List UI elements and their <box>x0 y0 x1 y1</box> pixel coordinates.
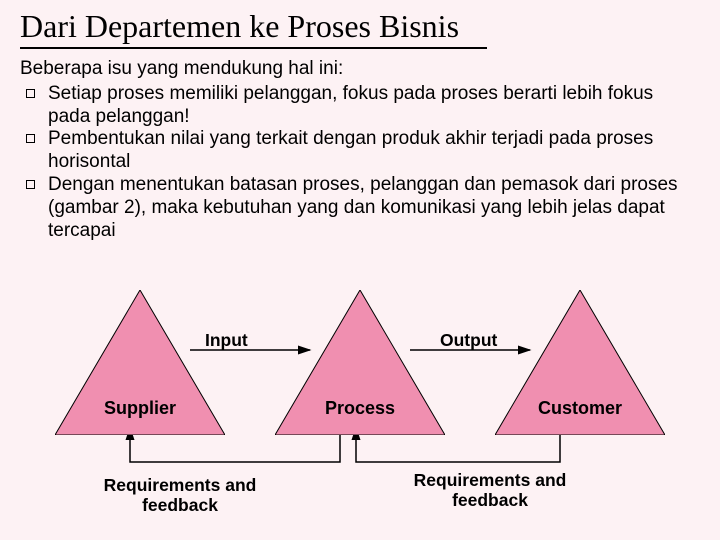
process-diagram: Supplier Process Customer Input Output R… <box>0 280 720 540</box>
slide: Dari Departemen ke Proses Bisnis Beberap… <box>0 0 720 540</box>
bullet-item: Dengan menentukan batasan proses, pelang… <box>20 174 700 242</box>
label-input: Input <box>205 330 248 351</box>
label-process: Process <box>275 398 445 419</box>
label-req-left: Requirements and feedback <box>80 475 280 515</box>
intro-text: Beberapa isu yang mendukung hal ini: <box>20 58 700 81</box>
bullet-list: Setiap proses memiliki pelanggan, fokus … <box>20 83 700 243</box>
label-customer: Customer <box>495 398 665 419</box>
req-right-line2: feedback <box>452 490 528 510</box>
req-left-line1: Requirements and <box>104 475 257 495</box>
label-supplier: Supplier <box>55 398 225 419</box>
bullet-item: Pembentukan nilai yang terkait dengan pr… <box>20 128 700 174</box>
bullet-item: Setiap proses memiliki pelanggan, fokus … <box>20 83 700 129</box>
slide-body: Beberapa isu yang mendukung hal ini: Set… <box>20 58 700 242</box>
req-right-line1: Requirements and <box>414 470 567 490</box>
label-req-right: Requirements and feedback <box>390 470 590 510</box>
label-output: Output <box>440 330 497 351</box>
req-left-line2: feedback <box>142 495 218 515</box>
slide-title: Dari Departemen ke Proses Bisnis <box>20 8 487 49</box>
